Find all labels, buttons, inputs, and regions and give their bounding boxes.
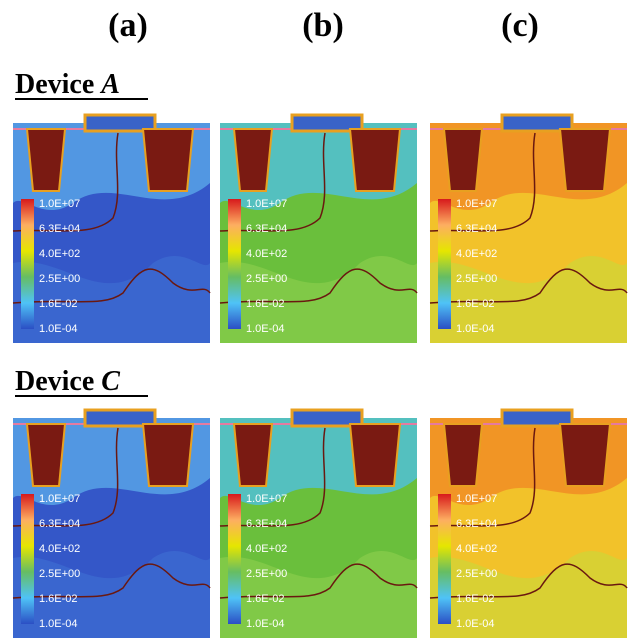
color-bar — [438, 494, 451, 624]
legend-label: 1.0E-04 — [246, 323, 285, 335]
legend-label: 4.0E+02 — [246, 248, 287, 260]
legend-label: 4.0E+02 — [456, 248, 497, 260]
simulation-panel: 1.0E+07 6.3E+04 4.0E+02 2.5E+00 1.6E-02 1.0E-… — [220, 410, 417, 638]
row-text: Device — [15, 69, 101, 100]
legend-label: 1.0E-04 — [39, 323, 78, 335]
device-name: A — [99, 69, 120, 100]
row-label: Device A — [15, 69, 148, 100]
legend-label: 1.0E+07 — [246, 198, 287, 210]
legend-label: 6.3E+04 — [39, 223, 80, 235]
column-label: (a) — [108, 7, 148, 44]
simulation-panel: 1.0E+07 6.3E+04 4.0E+02 2.5E+00 1.6E-02 1.0E-… — [430, 410, 627, 638]
simulation-panel: 1.0E+07 6.3E+04 4.0E+02 2.5E+00 1.6E-02 1.0E-… — [220, 115, 417, 343]
legend-label: 1.0E-04 — [246, 618, 285, 630]
color-bar — [228, 199, 241, 329]
svg-text:Device C: Device C — [15, 366, 120, 397]
legend-label: 6.3E+04 — [39, 518, 80, 530]
legend-label: 1.6E-02 — [246, 593, 285, 605]
simulation-panel: 1.0E+07 6.3E+04 4.0E+02 2.5E+00 1.6E-02 1.0E-… — [430, 115, 627, 343]
legend-label: 1.0E+07 — [39, 493, 80, 505]
trench — [350, 424, 400, 486]
color-bar — [228, 494, 241, 624]
legend-label: 4.0E+02 — [39, 543, 80, 555]
trench — [234, 129, 272, 191]
device-name: C — [101, 366, 120, 397]
legend-label: 1.6E-02 — [456, 593, 495, 605]
legend-label: 2.5E+00 — [456, 273, 497, 285]
legend-label: 1.0E+07 — [39, 198, 80, 210]
legend-label: 1.6E-02 — [39, 298, 78, 310]
legend-label: 1.0E-04 — [39, 618, 78, 630]
legend-label: 1.6E-02 — [246, 298, 285, 310]
legend-label: 6.3E+04 — [456, 518, 497, 530]
column-label: (c) — [501, 7, 539, 44]
legend-label: 1.6E-02 — [456, 298, 495, 310]
legend-label: 4.0E+02 — [456, 543, 497, 555]
legend-label: 6.3E+04 — [246, 223, 287, 235]
simulation-panel: 1.0E+07 6.3E+04 4.0E+02 2.5E+00 1.6E-02 1.0E-… — [13, 115, 210, 343]
trench — [350, 129, 400, 191]
legend-label: 2.5E+00 — [246, 568, 287, 580]
legend-label: 1.0E-04 — [456, 323, 495, 335]
column-label: (b) — [302, 7, 344, 44]
color-bar — [21, 199, 34, 329]
legend-label: 1.0E+07 — [456, 198, 497, 210]
legend-label: 2.5E+00 — [246, 273, 287, 285]
trench — [27, 424, 65, 486]
trench — [143, 129, 193, 191]
trench — [143, 424, 193, 486]
trench — [27, 129, 65, 191]
trench — [560, 424, 610, 486]
legend-label: 4.0E+02 — [39, 248, 80, 260]
legend-label: 1.0E-04 — [456, 618, 495, 630]
legend-label: 2.5E+00 — [39, 273, 80, 285]
legend-label: 1.0E+07 — [246, 493, 287, 505]
trench — [560, 129, 610, 191]
color-bar — [438, 199, 451, 329]
legend-label: 1.6E-02 — [39, 593, 78, 605]
legend-label: 1.0E+07 — [456, 493, 497, 505]
legend-label: 4.0E+02 — [246, 543, 287, 555]
legend-label: 6.3E+04 — [456, 223, 497, 235]
simulation-panel: 1.0E+07 6.3E+04 4.0E+02 2.5E+00 1.6E-02 1.0E-… — [13, 410, 210, 638]
legend-label: 6.3E+04 — [246, 518, 287, 530]
row-text: Device — [15, 366, 101, 397]
trench — [444, 129, 482, 191]
legend-label: 2.5E+00 — [39, 568, 80, 580]
figure: (a) (b) (c) Device A Device C 1.0E+07 6.3… — [0, 0, 636, 644]
trench — [444, 424, 482, 486]
legend-label: 2.5E+00 — [456, 568, 497, 580]
row-label: Device C — [15, 366, 148, 397]
svg-text:Device A: Device A — [15, 69, 120, 100]
trench — [234, 424, 272, 486]
color-bar — [21, 494, 34, 624]
